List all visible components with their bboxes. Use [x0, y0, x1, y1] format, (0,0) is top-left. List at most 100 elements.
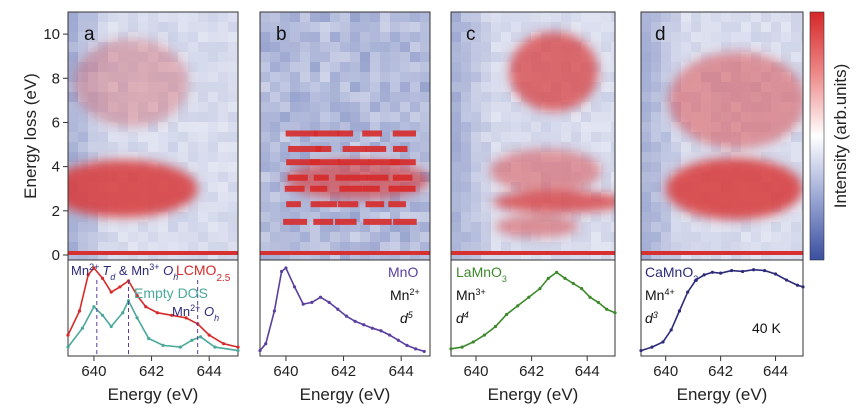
heatmap-cell [390, 12, 400, 22]
heatmap-cell [168, 242, 178, 252]
heatmap-cell [260, 72, 270, 82]
data-point-MnO [423, 350, 426, 353]
heatmap-cell [481, 162, 491, 172]
data-point-LCMO2.5 [118, 285, 121, 288]
heatmap-cell [98, 22, 108, 32]
heatmap-feature-a-1 [74, 39, 189, 127]
colorbar [810, 12, 824, 260]
heatmap-cell [601, 112, 611, 122]
heatmap-cell [188, 42, 198, 52]
heatmap-cell [461, 72, 471, 82]
heatmap-cell [511, 12, 521, 22]
heatmap-cell [451, 102, 461, 112]
heatmap-cell [270, 112, 280, 122]
heatmap-cell [451, 162, 461, 172]
heatmap-cell [228, 82, 238, 92]
data-point-LaMnO3 [449, 347, 452, 350]
heatmap-cell [651, 222, 661, 232]
heatmap-cell [501, 52, 511, 62]
heatmap-cell [641, 152, 651, 162]
heatmap-cell [531, 242, 541, 252]
heatmap-cell [360, 62, 370, 72]
heatmap-cell [461, 212, 471, 222]
heatmap-cell [370, 82, 380, 92]
heatmap-cell [661, 242, 671, 252]
heatmap-cell [711, 242, 721, 252]
data-point-LaMnO3 [555, 271, 558, 274]
y-axis-label: Energy loss (eV) [21, 73, 40, 199]
heatmap-cell [661, 232, 671, 242]
heatmap-cell [771, 222, 781, 232]
heatmap-cell [98, 222, 108, 232]
heatmap-cell [138, 22, 148, 32]
heatmap-cell [148, 132, 158, 142]
heatmap-cell [218, 112, 228, 122]
heatmap-cell [260, 102, 270, 112]
data-point-CaMnO3 [774, 272, 777, 275]
heatmap-cell [451, 22, 461, 32]
heatmap-cell [148, 32, 158, 42]
heatmap-cell [481, 82, 491, 92]
heatmap-cell [188, 62, 198, 72]
heatmap-cell [400, 62, 410, 72]
heatmap-cell [310, 82, 320, 92]
heatmap-cell [420, 212, 430, 222]
heatmap-cell [218, 202, 228, 212]
heatmap-cell [360, 72, 370, 82]
y-tick-label: 8 [52, 70, 60, 87]
heatmap-cell [461, 52, 471, 62]
heatmap-cell [501, 242, 511, 252]
heatmap-cell [451, 62, 461, 72]
heatmap-cell [108, 232, 118, 242]
data-point-Empty DOS [81, 327, 84, 330]
data-point-LaMnO3 [572, 282, 575, 285]
data-point-LaMnO3 [461, 346, 464, 349]
heatmap-cell [511, 132, 521, 142]
heatmap-cell [561, 22, 571, 32]
y-tick-label: 2 [52, 203, 60, 220]
heatmap-cell [390, 72, 400, 82]
heatmap-cell [300, 42, 310, 52]
heatmap-cell [178, 112, 188, 122]
heatmap-cell [218, 92, 228, 102]
x-axis-label-d: Energy (eV) [677, 385, 768, 404]
data-point-CaMnO3 [730, 269, 733, 272]
rixs-figure: 0246810 Energy loss (eV) 640 642 644 640 642… [0, 0, 865, 412]
heatmap-cell [260, 182, 270, 192]
heatmap-cell [300, 32, 310, 42]
heatmap-panel-b [260, 12, 430, 262]
heatmap-cell [400, 72, 410, 82]
heatmap-cell [571, 242, 581, 252]
heatmap-cell [501, 12, 511, 22]
heatmap-cell [218, 52, 228, 62]
data-point-LCMO2.5 [78, 309, 81, 312]
heatmap-cell [481, 132, 491, 142]
heatmap-cell [158, 222, 168, 232]
heatmap-cell [461, 102, 471, 112]
heatmap-cell [691, 242, 701, 252]
heatmap-cell [218, 232, 228, 242]
heatmap-cell [138, 222, 148, 232]
heatmap-cell [651, 232, 661, 242]
heatmap-cell [330, 92, 340, 102]
heatmap-cell [551, 132, 561, 142]
heatmap-cell [340, 72, 350, 82]
heatmap-cell [68, 142, 78, 152]
x-axis-label-c: Energy (eV) [488, 385, 579, 404]
elastic-line-b [260, 251, 430, 255]
heatmap-cell [228, 152, 238, 162]
heatmap-cell [228, 162, 238, 172]
heatmap-cell [581, 12, 591, 22]
heatmap-cell [198, 152, 208, 162]
data-point-MnO [397, 339, 400, 342]
heatmap-feature-c-2 [490, 149, 601, 193]
heatmap-cell [731, 42, 741, 52]
heatmap-cell [370, 92, 380, 102]
heatmap-cell [148, 232, 158, 242]
x-axis-label-b: Energy (eV) [300, 385, 391, 404]
heatmap-stripe-5 [315, 146, 331, 152]
heatmap-cell [188, 72, 198, 82]
heatmap-cell [88, 222, 98, 232]
heatmap-cell [280, 242, 290, 252]
heatmap-cell [270, 62, 280, 72]
